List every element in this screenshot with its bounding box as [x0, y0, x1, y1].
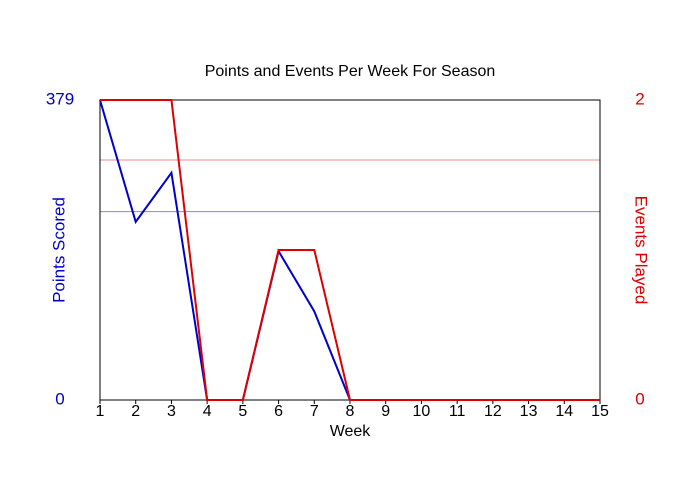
y2-tick-label: 0	[635, 389, 644, 408]
chart-title: Points and Events Per Week For Season	[205, 63, 496, 80]
x-tick-label: 5	[238, 403, 247, 420]
x-tick-label: 15	[591, 403, 609, 420]
x-tick-label: 3	[167, 403, 176, 420]
x-tick-label: 10	[413, 403, 431, 420]
x-tick-label: 1	[96, 403, 105, 420]
x-tick-label: 8	[346, 403, 355, 420]
x-tick-label: 7	[310, 403, 319, 420]
x-tick-label: 13	[520, 403, 538, 420]
y-axis-label: Points Scored	[49, 197, 68, 303]
x-tick-label: 6	[274, 403, 283, 420]
x-tick-label: 11	[449, 403, 466, 420]
plot-frame	[99, 99, 601, 401]
y-tick-label: 0	[55, 389, 64, 408]
y2-tick-label: 2	[635, 89, 644, 108]
x-tick-label: 2	[131, 403, 140, 420]
x-tick-label: 12	[484, 403, 502, 420]
series-line	[99, 99, 600, 401]
x-axis-label: Week	[330, 423, 372, 440]
y2-axis-label: Events Played	[632, 196, 651, 305]
y-tick-label: 379	[46, 89, 74, 108]
x-tick-label: 9	[381, 403, 390, 420]
x-tick-label: 14	[555, 403, 573, 420]
series-line	[100, 99, 600, 401]
x-tick-label: 4	[203, 403, 212, 420]
